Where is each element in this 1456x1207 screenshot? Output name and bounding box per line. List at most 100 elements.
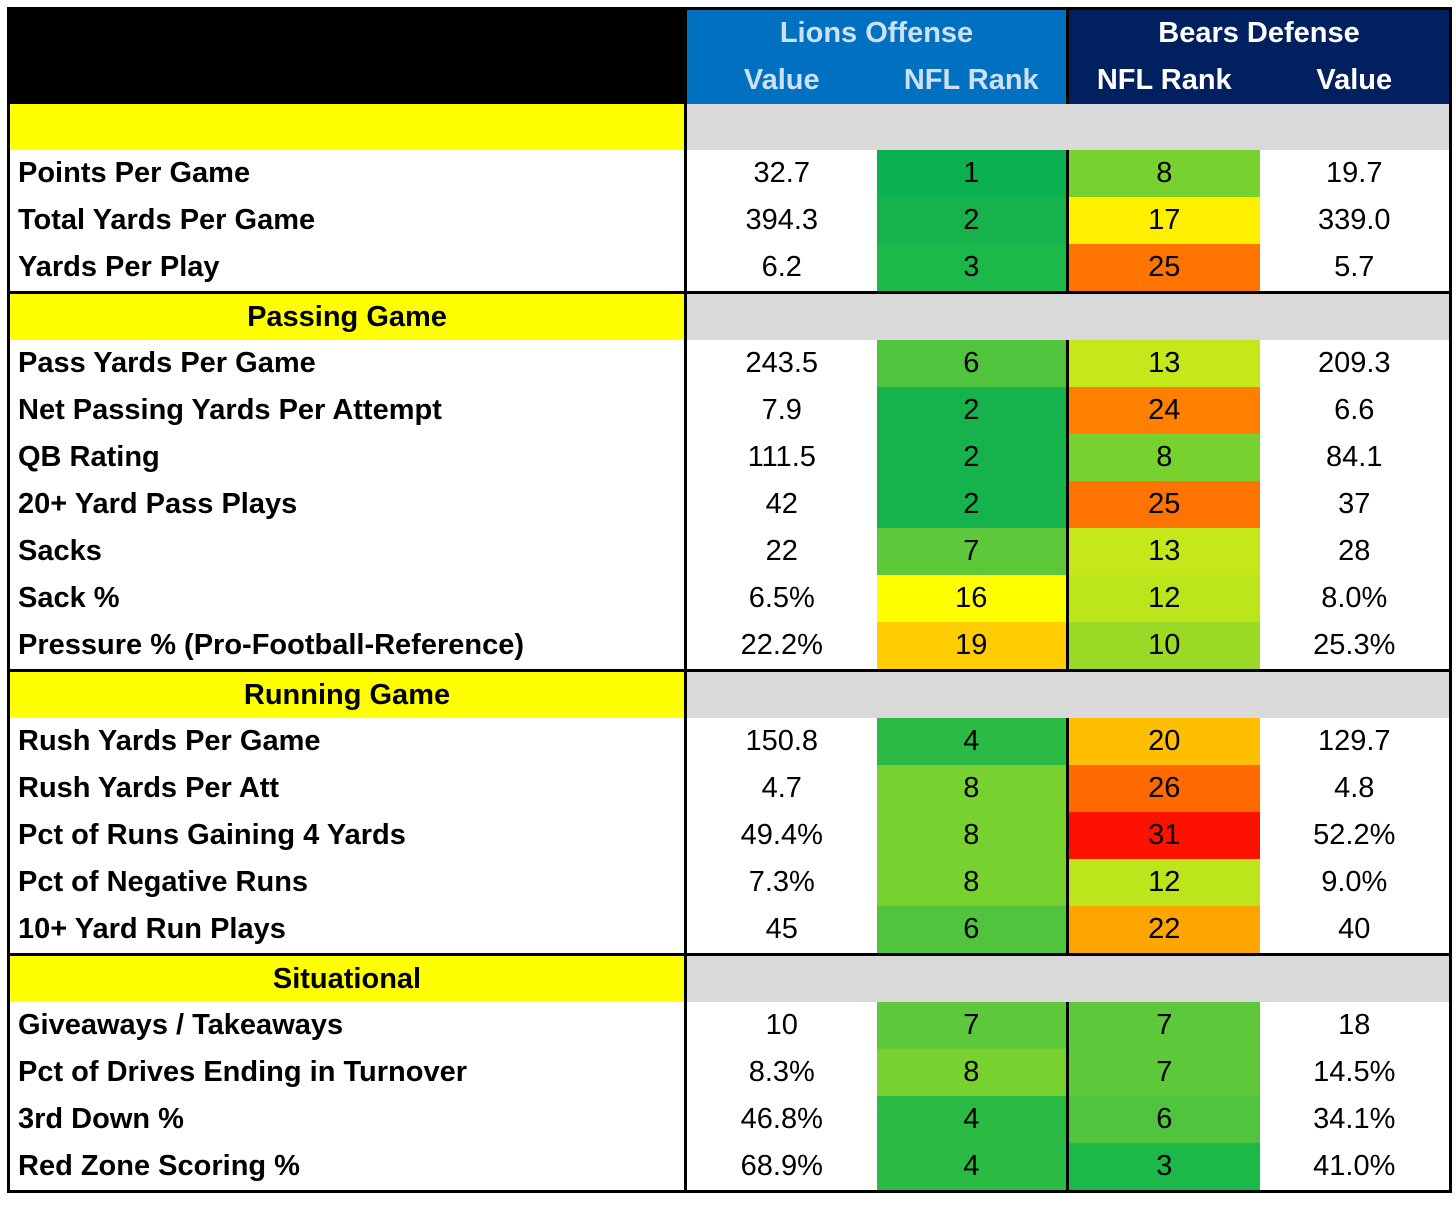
bears-rank-cell: 8 — [1066, 434, 1260, 481]
comparison-table-container: Lions Offense Bears Defense Value NFL Ra… — [7, 7, 1453, 1193]
bears-value-cell: 5.7 — [1334, 251, 1375, 283]
section-title: Running Game — [8, 669, 686, 718]
bears-value-header: Value — [1259, 57, 1451, 104]
table-row: Rush Yards Per Game 150.8 4 20 129.7 — [9, 718, 1451, 765]
lions-value-header: Value — [684, 57, 877, 104]
stat-label: Yards Per Play — [18, 251, 220, 283]
bears-value-cell: 41.0% — [1313, 1150, 1396, 1182]
bears-rank-cell: 13 — [1066, 340, 1260, 387]
lions-value-cell: 46.8% — [684, 1096, 877, 1143]
bears-value-cell: 129.7 — [1317, 725, 1391, 757]
stat-label: Pct of Drives Ending in Turnover — [18, 1056, 468, 1088]
table-row: Pct of Runs Gaining 4 Yards 49.4% 8 31 52.2% — [9, 812, 1451, 859]
table-row: Sack % 6.5% 16 12 8.0% — [9, 575, 1451, 622]
table-row: 3rd Down % 46.8% 4 6 34.1% — [9, 1096, 1451, 1143]
bears-value-cell: 52.2% — [1313, 819, 1396, 851]
section-row — [8, 104, 1451, 150]
bears-rank-cell: 24 — [1066, 387, 1260, 434]
section-row: Passing Game — [8, 291, 1451, 340]
table-row: Red Zone Scoring % 68.9% 4 3 41.0% — [9, 1143, 1451, 1192]
bears-rank-cell: 6 — [1066, 1096, 1260, 1143]
bears-value-cell: 34.1% — [1313, 1103, 1396, 1135]
bears-value-cell: 339.0 — [1317, 204, 1391, 236]
bears-rank-cell: 7 — [1066, 1049, 1260, 1096]
bears-value-cell: 19.7 — [1326, 157, 1383, 189]
lions-value-cell: 111.5 — [684, 434, 877, 481]
bears-rank-cell: 12 — [1066, 575, 1260, 622]
lions-rank-header: NFL Rank — [876, 57, 1068, 104]
table-row: Yards Per Play 6.2 3 25 5.7 — [9, 244, 1451, 293]
lions-value-cell: 49.4% — [684, 812, 877, 859]
lions-rank-cell: 8 — [876, 812, 1068, 859]
lions-rank-cell: 8 — [876, 859, 1068, 906]
table-row: Net Passing Yards Per Attempt 7.9 2 24 6.6 — [9, 387, 1451, 434]
bears-rank-cell: 20 — [1066, 718, 1260, 765]
stat-label: Pressure % (Pro-Football-Reference) — [18, 629, 525, 661]
bears-value-cell: 37 — [1338, 488, 1371, 520]
table-row: Giveaways / Takeaways 10 7 7 18 — [9, 1002, 1451, 1049]
lions-rank-cell: 4 — [876, 1096, 1068, 1143]
table-row: Pct of Drives Ending in Turnover 8.3% 8 7 14… — [9, 1049, 1451, 1096]
bears-value-cell: 28 — [1338, 535, 1371, 567]
lions-rank-cell: 6 — [876, 340, 1068, 387]
bears-value-cell: 84.1 — [1326, 441, 1383, 473]
bears-rank-cell: 22 — [1066, 906, 1260, 955]
bears-value-cell: 209.3 — [1317, 347, 1391, 379]
bears-rank-cell: 10 — [1066, 622, 1260, 671]
lions-rank-cell: 8 — [876, 765, 1068, 812]
lions-value-cell: 6.2 — [684, 244, 877, 293]
stat-label: 3rd Down % — [18, 1103, 184, 1135]
lions-value-cell: 394.3 — [684, 197, 877, 244]
lions-rank-cell: 2 — [876, 387, 1068, 434]
bears-value-cell: 40 — [1338, 913, 1371, 945]
section-fill — [683, 104, 1451, 150]
stat-label: Pass Yards Per Game — [18, 347, 316, 379]
bears-rank-cell: 8 — [1066, 150, 1260, 197]
table-row: Pct of Negative Runs 7.3% 8 12 9.0% — [9, 859, 1451, 906]
stat-label: Points Per Game — [18, 157, 251, 189]
stat-label: Sacks — [18, 535, 102, 567]
lions-value-cell: 45 — [684, 906, 877, 955]
bears-rank-cell: 13 — [1066, 528, 1260, 575]
bears-rank-cell: 31 — [1066, 812, 1260, 859]
lions-value-cell: 8.3% — [684, 1049, 877, 1096]
section-title: Passing Game — [8, 291, 686, 340]
lions-rank-cell: 2 — [876, 481, 1068, 528]
stat-label: Rush Yards Per Att — [18, 772, 280, 804]
lions-value-cell: 4.7 — [684, 765, 877, 812]
table-row: 20+ Yard Pass Plays 42 2 25 37 — [9, 481, 1451, 528]
bears-rank-cell: 12 — [1066, 859, 1260, 906]
stat-label: Pct of Runs Gaining 4 Yards — [18, 819, 406, 851]
lions-value-cell: 7.3% — [684, 859, 877, 906]
lions-rank-cell: 1 — [876, 150, 1068, 197]
stat-label: Giveaways / Takeaways — [18, 1009, 344, 1041]
lions-value-cell: 32.7 — [684, 150, 877, 197]
stat-label: Total Yards Per Game — [18, 204, 316, 236]
lions-rank-cell: 4 — [876, 718, 1068, 765]
bears-value-cell: 4.8 — [1334, 772, 1375, 804]
stat-label: 10+ Yard Run Plays — [18, 913, 286, 945]
table-row: 10+ Yard Run Plays 45 6 22 40 — [9, 906, 1451, 955]
bears-value-cell: 25.3% — [1313, 629, 1396, 661]
stat-label: Red Zone Scoring % — [18, 1150, 300, 1182]
stat-label: Pct of Negative Runs — [18, 866, 309, 898]
bears-defense-header: Bears Defense — [1066, 8, 1451, 57]
table-row: Rush Yards Per Att 4.7 8 26 4.8 — [9, 765, 1451, 812]
lions-rank-cell: 2 — [876, 197, 1068, 244]
table-row: Points Per Game 32.7 1 8 19.7 — [9, 150, 1451, 197]
lions-value-cell: 243.5 — [684, 340, 877, 387]
lions-value-cell: 22 — [684, 528, 877, 575]
lions-value-cell: 68.9% — [684, 1143, 877, 1192]
bears-rank-cell: 17 — [1066, 197, 1260, 244]
header-row-groups: Lions Offense Bears Defense — [8, 8, 1451, 104]
lions-rank-cell: 2 — [876, 434, 1068, 481]
table-row: Sacks 22 7 13 28 — [9, 528, 1451, 575]
section-fill — [683, 953, 1451, 1002]
table-row: Total Yards Per Game 394.3 2 17 339.0 — [9, 197, 1451, 244]
table-row: QB Rating 111.5 2 8 84.1 — [9, 434, 1451, 481]
lions-rank-cell: 7 — [876, 528, 1068, 575]
lions-rank-cell: 16 — [876, 575, 1068, 622]
lions-offense-header: Lions Offense — [683, 8, 1068, 57]
stat-label: Rush Yards Per Game — [18, 725, 321, 757]
table-row: Pressure % (Pro-Football-Reference) 22.2%… — [9, 622, 1451, 671]
